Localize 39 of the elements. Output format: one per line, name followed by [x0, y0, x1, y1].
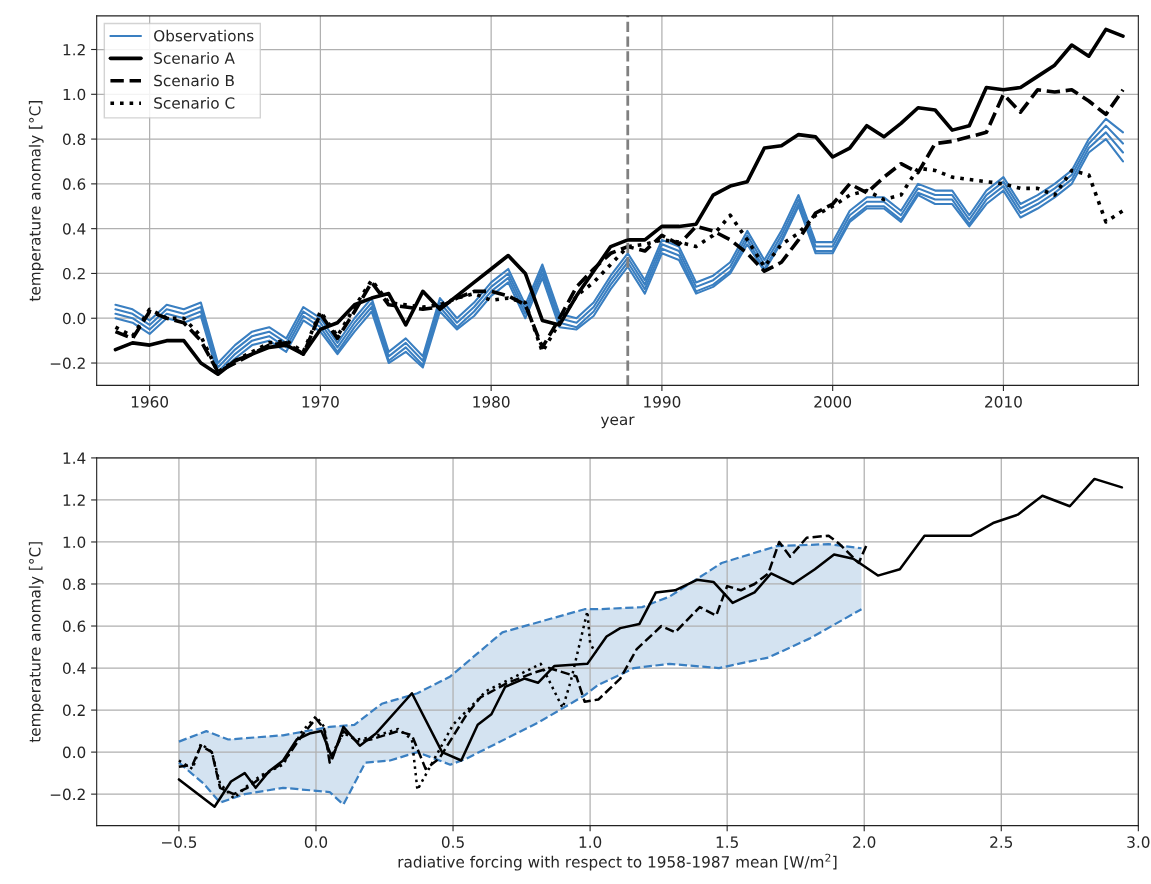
y-tick-label: 0.8 [62, 133, 86, 146]
y-tick-label: 1.2 [63, 494, 85, 506]
x-tick-label: 3.0 [1127, 836, 1150, 848]
y-tick-label: 0.4 [62, 223, 86, 235]
y-tick-label: 1.2 [63, 43, 85, 56]
x-axis-title: year [600, 416, 635, 429]
y-tick-label: 0.2 [62, 267, 85, 280]
x-tick-label: 1.0 [579, 836, 602, 848]
x-tick-label: 1960 [131, 396, 169, 408]
y-tick-label: 0.6 [62, 620, 86, 633]
x-tick-label: 2.5 [990, 836, 1013, 848]
legend-label: Observations [154, 29, 254, 42]
x-tick-label: 1970 [302, 396, 339, 408]
y-tick-label: 0.6 [62, 178, 86, 190]
y-tick-label: 1.4 [63, 452, 86, 464]
x-tick-label: 1980 [473, 396, 510, 408]
x-axis-title: radiative forcing with respect to 1958-1987 mean [W/m$^{2}$] [398, 853, 837, 871]
legend-label: Scenario C [154, 96, 235, 109]
y-tick-label: −0.2 [50, 788, 85, 801]
y-axis-title: temperature anomaly [°C] [28, 542, 44, 743]
x-tick-label: 2000 [814, 396, 852, 408]
y-tick-label: 1.0 [63, 536, 86, 548]
y-tick-label: −0.2 [50, 357, 85, 370]
x-tick-label: −0.5 [161, 836, 197, 848]
x-tick-label: 1990 [644, 396, 681, 408]
x-tick-label: 0.5 [441, 836, 464, 848]
y-tick-label: 0.0 [62, 746, 86, 759]
y-tick-label: 0.0 [62, 312, 86, 325]
x-tick-label: 0.0 [304, 836, 328, 848]
legend-label: Scenario B [154, 74, 234, 87]
y-tick-label: 0.8 [62, 578, 86, 591]
x-tick-label: 2.0 [853, 836, 876, 848]
x-tick-label: 1.5 [716, 836, 738, 848]
y-tick-label: 0.4 [62, 662, 86, 675]
y-tick-label: 0.2 [62, 704, 85, 717]
x-tick-label: 2010 [985, 396, 1022, 408]
legend-label: Scenario A [154, 52, 235, 64]
y-tick-label: 1.0 [63, 88, 86, 101]
y-axis-title: temperature anomaly [°C] [28, 101, 44, 302]
